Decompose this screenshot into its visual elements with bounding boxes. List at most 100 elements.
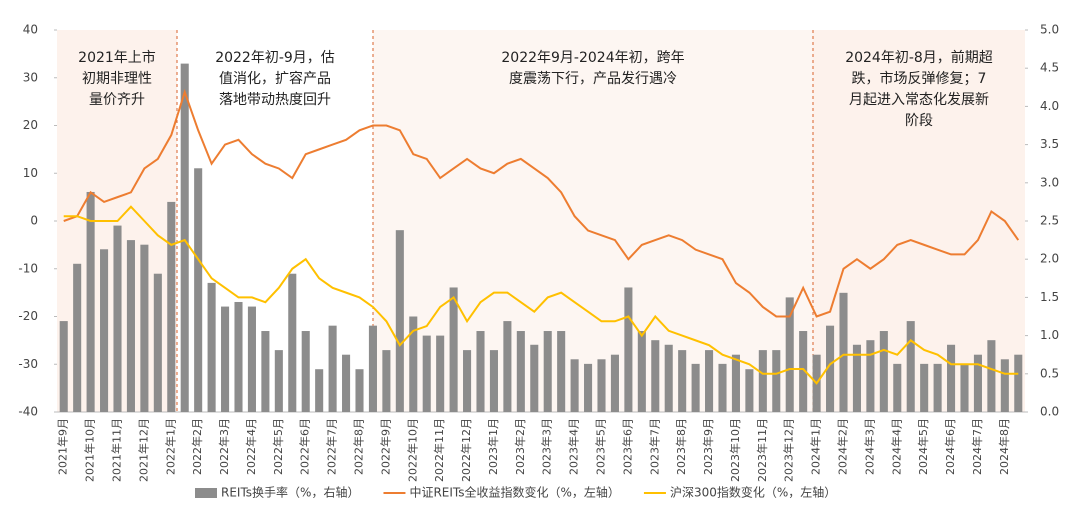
y-tick-label: 10 xyxy=(23,166,38,180)
bar xyxy=(799,331,808,412)
bar xyxy=(167,201,176,412)
bar xyxy=(584,363,593,412)
bar xyxy=(207,282,216,412)
y2-tick-label: 3.5 xyxy=(1040,137,1059,151)
y-tick-label: -10 xyxy=(18,261,38,275)
x-tick-label: 2021年12月 xyxy=(136,418,150,482)
bar xyxy=(261,331,270,412)
bar xyxy=(920,363,929,412)
x-tick-label: 2022年7月 xyxy=(325,418,339,475)
bar xyxy=(342,354,351,412)
bar xyxy=(557,331,566,412)
bar xyxy=(395,230,404,412)
bar xyxy=(973,354,982,412)
x-tick-label: 2022年5月 xyxy=(271,418,285,475)
bar xyxy=(718,363,727,412)
legend-swatch xyxy=(195,488,217,498)
annotation: 2024年初-8月，前期超 xyxy=(845,49,993,66)
bar xyxy=(503,321,512,412)
y-tick-label: -30 xyxy=(18,357,38,371)
y2-tick-label: 0.5 xyxy=(1040,366,1059,380)
bar xyxy=(879,331,888,412)
x-tick-label: 2023年2月 xyxy=(513,418,527,475)
y2-tick-label: 1.0 xyxy=(1040,328,1059,342)
y-tick-label: 0 xyxy=(30,214,38,228)
bar xyxy=(987,340,996,412)
y-tick-label: 20 xyxy=(23,118,38,132)
annotation: 月起进入常态化发展新 xyxy=(849,92,989,108)
bar xyxy=(933,363,942,412)
x-tick-label: 2023年6月 xyxy=(620,418,634,475)
bar xyxy=(194,168,203,412)
legend-label: 中证REITs全收益指数变化（%，左轴） xyxy=(409,485,619,500)
x-tick-label: 2023年5月 xyxy=(594,418,608,475)
bar xyxy=(543,331,552,412)
x-tick-label: 2024年8月 xyxy=(997,418,1011,475)
bar xyxy=(126,240,135,412)
x-tick-label: 2023年7月 xyxy=(647,418,661,475)
x-tick-label: 2023年1月 xyxy=(486,418,500,475)
annotation: 度震荡下行，产品发行遇冷 xyxy=(509,71,677,87)
x-tick-label: 2024年6月 xyxy=(943,418,957,475)
bar xyxy=(328,325,337,412)
x-tick-label: 2024年1月 xyxy=(809,418,823,475)
x-tick-label: 2022年1月 xyxy=(163,418,177,475)
bar xyxy=(678,350,687,412)
x-tick-label: 2024年7月 xyxy=(970,418,984,475)
bar xyxy=(463,350,472,412)
annotation: 量价齐升 xyxy=(89,92,145,108)
bar xyxy=(247,306,256,412)
y-tick-label: -40 xyxy=(18,405,38,419)
bar xyxy=(785,297,794,412)
x-tick-label: 2023年8月 xyxy=(674,418,688,475)
bar xyxy=(1000,359,1009,412)
x-tick-label: 2024年4月 xyxy=(889,418,903,475)
annotation: 跌，市场反弹修复；7 xyxy=(852,70,987,87)
annotation: 值消化，扩容产品 xyxy=(219,70,331,87)
bar xyxy=(100,249,109,412)
bar xyxy=(947,344,956,412)
period-shade xyxy=(373,30,813,412)
y2-tick-label: 0.0 xyxy=(1040,405,1059,419)
bar xyxy=(59,321,68,412)
bar xyxy=(651,340,660,412)
bar xyxy=(476,331,485,412)
annotation: 2021年上市 xyxy=(78,49,156,66)
legend-label: REITs换手率（%，右轴） xyxy=(221,485,359,500)
y-tick-label: -20 xyxy=(18,309,38,323)
x-tick-label: 2022年3月 xyxy=(217,418,231,475)
bar xyxy=(758,350,767,412)
x-tick-label: 2022年2月 xyxy=(190,418,204,475)
bar xyxy=(449,287,458,412)
annotation: 落地带动热度回升 xyxy=(219,92,331,108)
bar xyxy=(610,354,619,412)
bar xyxy=(274,350,283,412)
x-tick-label: 2023年3月 xyxy=(540,418,554,475)
bar xyxy=(301,331,310,412)
x-tick-label: 2023年10月 xyxy=(728,418,742,482)
x-tick-label: 2024年5月 xyxy=(916,418,930,475)
y2-tick-label: 2.0 xyxy=(1040,252,1059,266)
line xyxy=(63,88,1020,318)
bar xyxy=(436,335,445,412)
bar xyxy=(234,301,243,412)
bar xyxy=(73,263,82,412)
x-tick-label: 2022年6月 xyxy=(298,418,312,475)
x-tick-label: 2021年11月 xyxy=(110,418,124,482)
x-tick-label: 2023年9月 xyxy=(701,418,715,475)
bar xyxy=(422,335,431,412)
bar xyxy=(866,340,875,412)
bar xyxy=(368,325,377,412)
y2-tick-label: 1.5 xyxy=(1040,290,1059,304)
y2-tick-label: 4.5 xyxy=(1040,61,1059,75)
annotation: 2022年初-9月，估 xyxy=(215,49,335,66)
x-tick-label: 2021年9月 xyxy=(56,418,70,475)
bar xyxy=(382,350,391,412)
bar xyxy=(180,63,189,413)
x-tick-label: 2022年12月 xyxy=(459,418,473,482)
x-tick-label: 2022年11月 xyxy=(432,418,446,482)
x-tick-label: 2023年4月 xyxy=(567,418,581,475)
bar xyxy=(731,354,740,412)
bar xyxy=(597,359,606,412)
